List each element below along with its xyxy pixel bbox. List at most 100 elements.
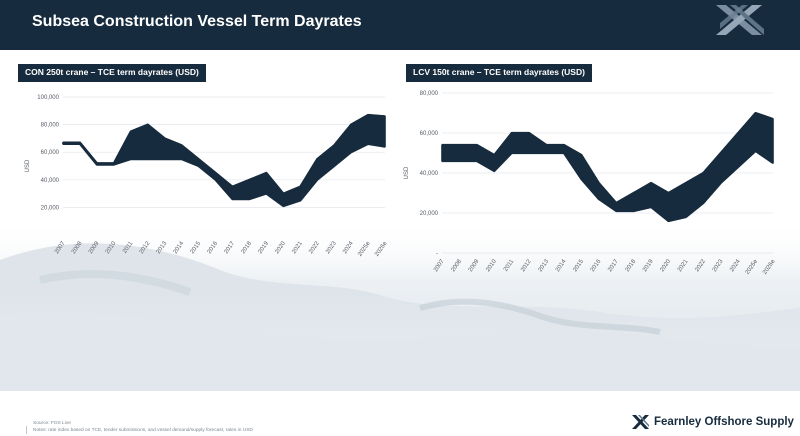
y-tick-label: 40,000 [420, 171, 439, 177]
y-axis-title: USD [404, 166, 410, 179]
data-point [147, 124, 149, 126]
data-point [702, 172, 704, 174]
data-point [493, 154, 495, 156]
y-tick-label: 80,000 [420, 91, 439, 97]
data-point [511, 152, 513, 154]
data-point [231, 186, 234, 188]
y-tick-label: 80,000 [41, 123, 60, 129]
data-point [737, 132, 739, 134]
data-point [598, 182, 600, 184]
data-point [458, 144, 461, 146]
data-point [384, 115, 386, 117]
x-tick-label: 2019 [642, 258, 655, 273]
y-axis-title: USD [25, 159, 31, 172]
data-point [282, 193, 284, 195]
data-point [282, 205, 284, 207]
footer [0, 391, 800, 436]
data-point [545, 144, 548, 146]
fearnley-x-logo-icon [716, 5, 764, 35]
fearnley-logo-icon [632, 415, 649, 429]
x-tick-label: 2017 [224, 240, 237, 255]
data-point [563, 152, 565, 154]
data-point [598, 198, 600, 200]
x-tick-label: 2022 [308, 240, 321, 255]
data-point [615, 210, 617, 212]
data-point [164, 137, 166, 139]
data-point [754, 150, 757, 152]
y-tick-label: 40,000 [41, 178, 60, 184]
data-point [441, 160, 443, 162]
data-point [231, 198, 234, 200]
data-point [772, 118, 774, 120]
x-tick-label: 2018 [240, 240, 253, 255]
data-point [367, 143, 369, 145]
data-point [580, 178, 582, 180]
data-point [96, 164, 98, 166]
data-point [316, 158, 318, 160]
x-tick-label: 2021 [291, 240, 304, 255]
x-tick-label: 2014 [173, 240, 186, 255]
x-tick-label: 2017 [607, 258, 620, 273]
data-point [214, 179, 217, 181]
data-point [265, 172, 267, 174]
data-point [754, 112, 757, 114]
data-point [667, 220, 670, 222]
x-tick-label: 2020 [274, 240, 287, 255]
x-tick-label: 2023 [325, 240, 338, 255]
data-point [633, 192, 635, 194]
x-tick-label: 2026e [374, 240, 389, 258]
data-point [685, 182, 687, 184]
x-tick-label: 2013 [156, 240, 169, 255]
x-tick-label: 2016 [590, 258, 603, 273]
data-point [511, 132, 513, 134]
x-tick-label: 2025e [357, 240, 372, 258]
x-tick-label: 2010 [105, 240, 118, 255]
data-point [458, 160, 461, 162]
x-tick-label: 2007 [433, 258, 446, 273]
data-point [441, 144, 443, 146]
x-tick-label: 2020 [660, 258, 673, 273]
footer-brand-name: Fearnley Offshore Supply [654, 416, 794, 428]
x-tick-label: 2009 [468, 258, 481, 273]
data-point [147, 158, 149, 160]
x-tick-label: 2019 [257, 240, 270, 255]
data-point [476, 160, 478, 162]
data-point [333, 165, 335, 167]
lower-rate-line [63, 142, 386, 208]
x-tick-label: 2021 [677, 258, 690, 273]
x-tick-label: 2014 [555, 258, 568, 273]
data-point [476, 144, 478, 146]
data-point [316, 179, 318, 181]
chart-2-title-badge: LCV 150t crane – TCE term dayrates (USD) [406, 64, 592, 82]
data-point [265, 193, 267, 195]
chart-1-title-badge: CON 250t crane – TCE term dayrates (USD) [18, 64, 206, 82]
x-tick-label: 2023 [712, 258, 725, 273]
data-point [350, 124, 352, 126]
data-point [79, 143, 81, 145]
data-point [299, 199, 301, 202]
x-tick-label: 2024 [729, 258, 742, 273]
page-title: Subsea Construction Vessel Term Dayrates [32, 13, 362, 30]
y-tick-label: 20,000 [420, 211, 439, 217]
data-point [333, 144, 335, 146]
x-tick-label: 2026e [762, 258, 777, 276]
x-tick-label: 2011 [122, 240, 135, 255]
x-tick-label: 2012 [520, 258, 533, 273]
x-tick-label: 2013 [538, 258, 551, 273]
data-point [772, 162, 774, 164]
y-tick-label: 20,000 [41, 205, 60, 211]
data-point [181, 144, 183, 146]
data-point [248, 179, 251, 181]
footer-brand: Fearnley Offshore Supply [632, 414, 794, 430]
data-point [214, 172, 217, 174]
data-point [563, 144, 565, 146]
data-point [720, 152, 722, 154]
data-point [130, 130, 132, 133]
data-point [384, 146, 386, 148]
data-point [685, 216, 687, 218]
footer-divider [26, 426, 27, 434]
x-tick-label: 2011 [503, 258, 516, 273]
data-point [350, 151, 352, 153]
x-tick-label: 2024 [342, 240, 355, 255]
data-point [62, 143, 64, 145]
